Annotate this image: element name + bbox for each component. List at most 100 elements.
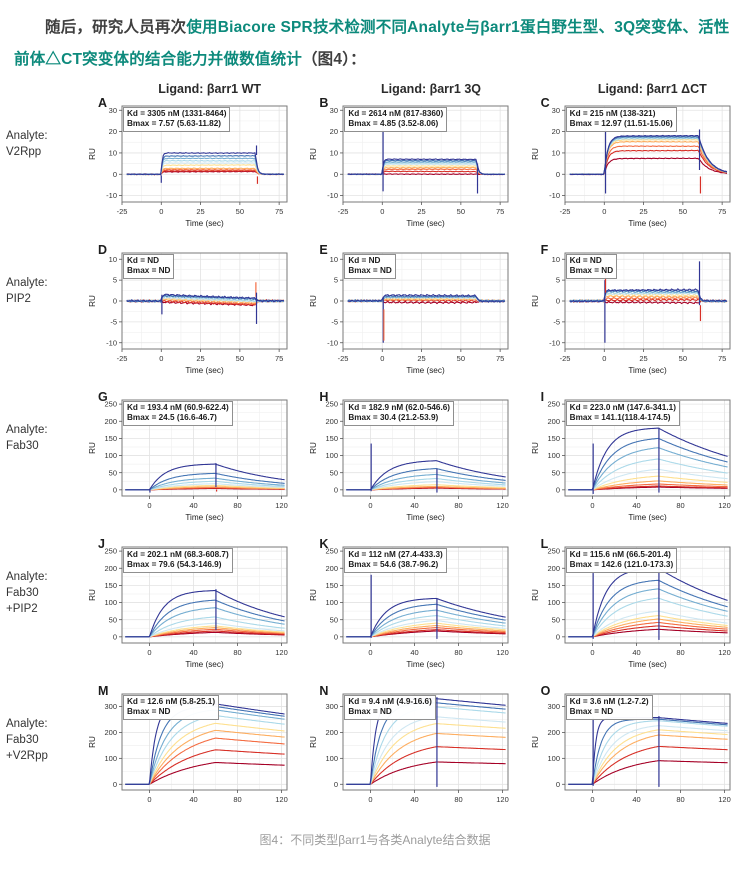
svg-text:200: 200 (326, 416, 339, 425)
row-label-line: Fab30 (6, 733, 39, 746)
svg-text:10: 10 (109, 254, 117, 263)
svg-text:300: 300 (547, 702, 560, 711)
row-label-line: Fab30 (6, 586, 39, 599)
kd-value: Kd = ND (348, 255, 381, 265)
svg-text:80: 80 (676, 795, 684, 804)
svg-text:50: 50 (457, 207, 465, 216)
svg-text:RU: RU (531, 148, 540, 160)
svg-text:50: 50 (109, 615, 117, 624)
svg-text:RU: RU (309, 295, 318, 307)
kd-value: Kd = ND (127, 255, 160, 265)
svg-text:RU: RU (531, 295, 540, 307)
svg-text:Time (sec): Time (sec) (185, 660, 224, 669)
svg-text:0: 0 (555, 485, 559, 494)
svg-text:80: 80 (233, 648, 241, 657)
kd-value: Kd = 112 nM (27.4-433.3) (348, 549, 443, 559)
svg-text:Time (sec): Time (sec) (628, 366, 667, 375)
svg-text:75: 75 (718, 207, 726, 216)
svg-text:40: 40 (189, 501, 197, 510)
row-label-line: +PIP2 (6, 602, 38, 615)
intro-highlight: 使用Biacore SPR技术检测不同Analyte与βarr1蛋白野生型、3Q… (14, 19, 730, 68)
svg-text:Time (sec): Time (sec) (407, 366, 446, 375)
kd-value: Kd = 9.4 nM (4.9-16.6) (348, 696, 432, 706)
svg-text:40: 40 (411, 501, 419, 510)
kd-bmax-annotation: Kd = 3305 nM (1331-8464) Bmax = 7.57 (5.6… (123, 106, 231, 132)
svg-text:150: 150 (547, 434, 560, 443)
svg-text:50: 50 (551, 468, 559, 477)
svg-text:40: 40 (411, 648, 419, 657)
svg-text:120: 120 (275, 501, 288, 510)
svg-text:20: 20 (551, 127, 559, 136)
svg-text:50: 50 (551, 615, 559, 624)
bmax-value: Bmax = 54.6 (38.7-96.2) (348, 560, 439, 570)
svg-text:0: 0 (369, 795, 373, 804)
panel-letter: E (319, 242, 328, 257)
intro-suffix: （图4）： (301, 50, 366, 68)
svg-text:0: 0 (602, 207, 606, 216)
svg-text:Time (sec): Time (sec) (407, 513, 446, 522)
kd-bmax-annotation: Kd = 182.9 nM (62.0-546.6) Bmax = 30.4 (2… (344, 400, 455, 426)
panel-letter: A (98, 95, 108, 110)
row-label-line: Analyte: (6, 570, 48, 583)
svg-text:300: 300 (104, 702, 117, 711)
spr-panel-A: A -25 0 25 50 75 -10 0 10 20 30 Time (sec) RU Kd = 33… (86, 95, 307, 245)
kd-value: Kd = 215 nM (138-321) (569, 108, 656, 118)
bmax-value: Bmax = ND (127, 707, 171, 717)
svg-text:200: 200 (104, 563, 117, 572)
svg-text:-25: -25 (117, 354, 128, 363)
svg-text:0: 0 (159, 354, 163, 363)
svg-text:0: 0 (334, 169, 338, 178)
panel-letter: G (98, 389, 108, 404)
panel-letter: L (540, 536, 549, 551)
svg-text:-10: -10 (549, 191, 560, 200)
svg-text:30: 30 (551, 105, 559, 114)
svg-text:40: 40 (632, 795, 640, 804)
svg-text:80: 80 (676, 648, 684, 657)
kd-bmax-annotation: Kd = 193.4 nM (60.9-622.4) Bmax = 24.5 (1… (123, 400, 233, 426)
kd-bmax-annotation: Kd = 112 nM (27.4-433.3) Bmax = 54.6 (38.… (344, 547, 447, 573)
kd-value: Kd = 2614 nM (817-8360) (348, 108, 444, 118)
kd-value: Kd = 12.6 nM (5.8-25.1) (127, 696, 216, 706)
spr-panel-D: D -25 0 25 50 75 -10 -5 0 5 10 Time (sec) RU Kd = ND B… (86, 242, 307, 392)
bmax-value: Bmax = 141.1(118.4-174.5) (569, 413, 671, 423)
svg-text:0: 0 (147, 648, 151, 657)
svg-text:30: 30 (330, 105, 338, 114)
svg-text:40: 40 (189, 648, 197, 657)
kd-bmax-annotation: Kd = 12.6 nM (5.8-25.1) Bmax = ND (123, 694, 220, 720)
svg-text:80: 80 (233, 501, 241, 510)
svg-text:-10: -10 (549, 338, 560, 347)
figure-row: Analyte: Fab30 G 0 40 80 120 0 50 100 150 200 250 Tim… (0, 389, 750, 539)
figure-row: Analyte: Fab30 +V2Rpp M 0 40 80 120 0 100 200 300 RU… (0, 684, 750, 821)
svg-text:10: 10 (330, 148, 338, 157)
svg-text:75: 75 (275, 207, 283, 216)
row-label-line: +V2Rpp (6, 749, 48, 762)
svg-text:75: 75 (496, 354, 504, 363)
svg-text:30: 30 (109, 105, 117, 114)
svg-text:0: 0 (147, 501, 151, 510)
figure-row: Analyte: PIP2 D -25 0 25 50 75 -10 -5 0 5 10 Time (se… (0, 242, 750, 392)
panel-letter: D (98, 242, 108, 257)
kd-bmax-annotation: Kd = 215 nM (138-321) Bmax = 12.97 (11.51… (565, 106, 677, 132)
row-label-line: Analyte: (6, 129, 48, 142)
svg-text:200: 200 (547, 563, 560, 572)
spr-panel-I: I 0 40 80 120 0 50 100 150 200 250 Time (sec) RU Kd =… (529, 389, 750, 539)
svg-text:0: 0 (555, 632, 559, 641)
svg-text:0: 0 (334, 779, 338, 788)
svg-text:5: 5 (334, 275, 338, 284)
svg-text:25: 25 (196, 354, 204, 363)
svg-text:50: 50 (457, 354, 465, 363)
panel-letter: I (540, 389, 545, 404)
bmax-value: Bmax = ND (348, 266, 392, 276)
bmax-value: Bmax = ND (569, 707, 614, 717)
panel-letter: F (540, 242, 549, 257)
row-label-line: Analyte: (6, 276, 48, 289)
kd-bmax-annotation: Kd = 202.1 nM (68.3-608.7) Bmax = 79.6 (5… (123, 547, 233, 573)
svg-text:100: 100 (547, 753, 560, 762)
kd-value: Kd = 3.6 nM (1.2-7.2) (569, 696, 649, 706)
svg-text:100: 100 (104, 451, 117, 460)
svg-text:250: 250 (104, 546, 117, 555)
svg-text:RU: RU (88, 589, 97, 601)
spr-panel-H: H 0 40 80 120 0 50 100 150 200 250 Time (sec) RU Kd =… (307, 390, 528, 539)
svg-text:0: 0 (147, 795, 151, 804)
